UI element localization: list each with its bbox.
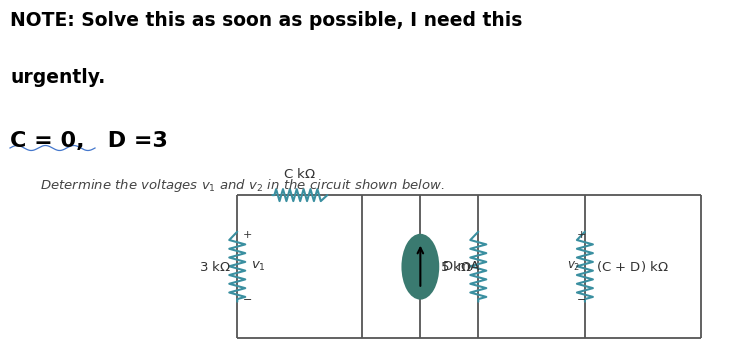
Text: $\mathit{v}_2$: $\mathit{v}_2$ <box>566 260 580 273</box>
Text: (C + D) k$\Omega$: (C + D) k$\Omega$ <box>596 259 669 274</box>
Text: +: + <box>242 230 252 240</box>
Text: −: − <box>577 295 587 305</box>
Ellipse shape <box>402 235 438 299</box>
Text: D mA: D mA <box>443 260 480 273</box>
Text: $\mathit{v}_1$: $\mathit{v}_1$ <box>251 260 266 273</box>
Text: NOTE: Solve this as soon as possible, I need this: NOTE: Solve this as soon as possible, I … <box>10 11 523 30</box>
Text: +: + <box>577 230 587 240</box>
Text: 3 k$\Omega$: 3 k$\Omega$ <box>199 260 231 274</box>
Text: urgently.: urgently. <box>10 68 105 87</box>
Text: C = 0,   D =3: C = 0, D =3 <box>10 131 168 151</box>
Text: Determine the voltages $v_1$ and $v_2$ in the circuit shown below.: Determine the voltages $v_1$ and $v_2$ i… <box>40 177 445 194</box>
Text: C k$\Omega$: C k$\Omega$ <box>283 167 316 181</box>
Text: 5 k$\Omega$: 5 k$\Omega$ <box>440 260 472 274</box>
Text: −: − <box>242 295 252 305</box>
